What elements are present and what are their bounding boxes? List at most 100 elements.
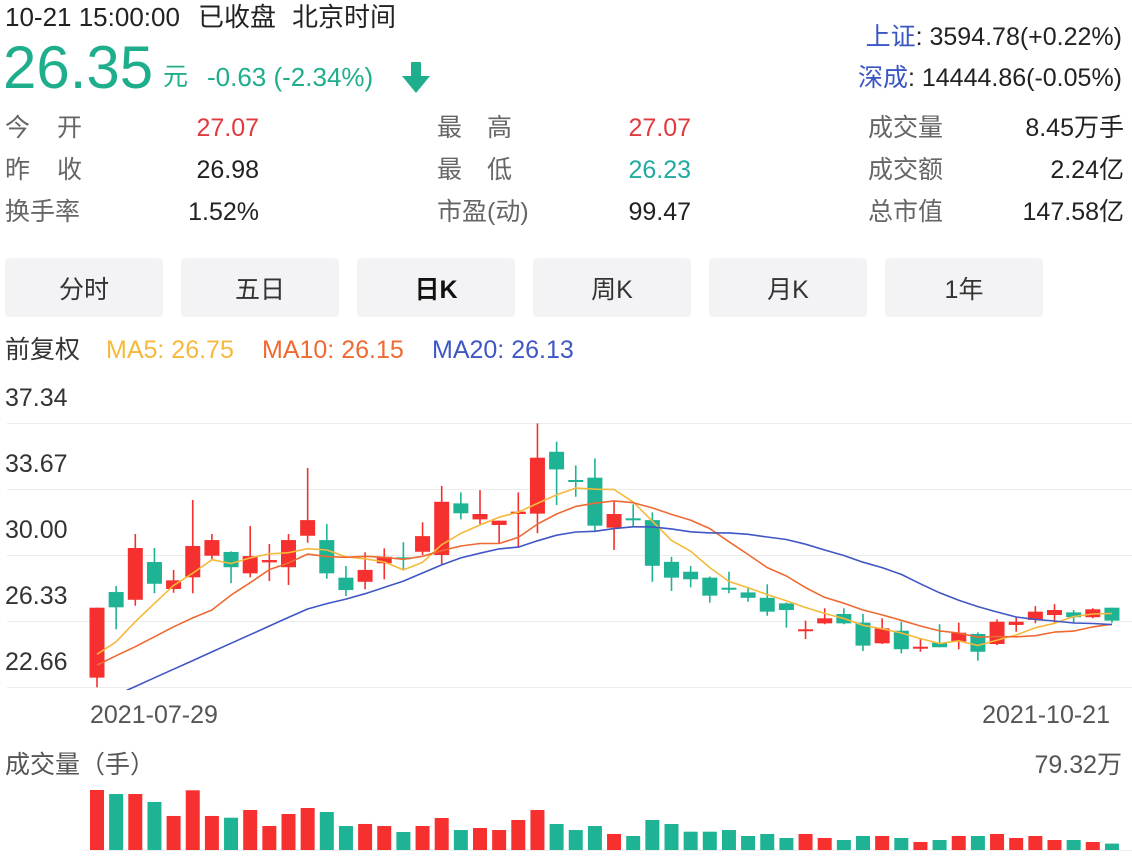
tab-five-day[interactable]: 五日 (181, 258, 339, 317)
market-status: 已收盘 (197, 2, 276, 32)
stat-low-value: 26.23 (628, 156, 691, 184)
volume-bar (607, 833, 622, 850)
candle (1027, 606, 1043, 624)
candle (376, 548, 392, 580)
index-shenzhen-link[interactable]: 深成 (857, 64, 908, 92)
volume-bar (626, 836, 641, 850)
tab-monthly-k[interactable]: 月K (709, 258, 867, 317)
moving-average-lines (96, 487, 1113, 690)
stat-open-value: 27.07 (196, 114, 259, 142)
candle (683, 565, 699, 588)
currency-unit: 元 (163, 63, 189, 91)
volume-bar (530, 809, 545, 850)
y-axis-label: 37.34 (5, 384, 68, 412)
volume-bar (683, 831, 698, 850)
volume-bar (434, 818, 449, 850)
volume-bar (587, 826, 602, 850)
volume-bar (779, 837, 794, 850)
quote-status-line: 10-21 15:00:00 已收盘 北京时间 (5, 2, 396, 32)
volume-max-label: 79.32万 (1034, 751, 1122, 779)
candle (951, 622, 967, 650)
stat-high-label: 最 高 (437, 114, 512, 142)
x-axis-end-date: 2021-10-21 (982, 701, 1110, 729)
candle (606, 501, 622, 550)
legend-ma10: MA10: 26.15 (262, 336, 404, 364)
candle (204, 533, 220, 561)
candle (587, 458, 603, 532)
arrow-down-icon (402, 62, 430, 93)
candle (893, 621, 909, 654)
candle (855, 613, 871, 652)
candle (108, 585, 124, 630)
volume-bar (549, 823, 564, 850)
y-axis-label: 30.00 (5, 516, 68, 544)
candle (798, 620, 814, 639)
volume-bar (262, 826, 277, 850)
candle (223, 551, 239, 584)
candle (281, 533, 296, 586)
volume-bar (702, 831, 717, 850)
volume-bar (932, 840, 947, 850)
y-axis-label: 22.66 (5, 648, 68, 676)
stat-turnover-amount-label: 成交额 (868, 156, 944, 184)
stat-pe-value: 99.47 (628, 198, 691, 226)
volume-bar (645, 819, 660, 850)
candle (491, 520, 507, 544)
volume-bar (185, 790, 200, 850)
candle (721, 571, 737, 594)
stat-turnover-rate-label: 换手率 (5, 198, 81, 226)
tab-one-year[interactable]: 1年 (885, 258, 1043, 317)
stat-prev-close-value: 26.98 (196, 156, 259, 184)
candle (185, 499, 201, 594)
candle (740, 587, 756, 602)
candle (644, 512, 660, 582)
candle (453, 492, 469, 520)
index-shanghai-link[interactable]: 上证 (865, 23, 916, 51)
volume-bar (1047, 840, 1062, 850)
volume-bar (798, 833, 813, 850)
quote-datetime: 10-21 15:00:00 (5, 2, 180, 32)
volume-bar (147, 801, 162, 850)
candle (817, 608, 833, 625)
volume-bar (721, 830, 736, 850)
index-shanghai: 上证: 3594.78(+0.22%) (866, 22, 1122, 52)
current-price: 26.35 (3, 34, 154, 101)
volume-bars (90, 790, 1119, 850)
volume-bar (951, 836, 966, 850)
stat-low-label: 最 低 (437, 156, 512, 184)
volume-bar (492, 830, 507, 850)
volume-bar (243, 809, 258, 850)
volume-bar (1028, 836, 1043, 850)
tab-weekly-k[interactable]: 周K (533, 258, 691, 317)
legend-ma20: MA20: 26.13 (432, 336, 574, 364)
price-change: -0.63 (-2.34%) (207, 62, 374, 92)
volume-bar (1085, 841, 1100, 850)
volume-bar (1104, 843, 1119, 850)
grid-lines (7, 423, 1132, 688)
candle (778, 602, 794, 628)
volume-bar (856, 836, 870, 850)
adjust-mode-label[interactable]: 前复权 (5, 336, 81, 364)
volume-bar (1009, 837, 1024, 850)
tab-intraday[interactable]: 分时 (5, 258, 163, 317)
candle (529, 423, 545, 534)
x-axis-start-date: 2021-07-29 (90, 701, 218, 729)
candle (836, 608, 852, 625)
volume-bar (338, 826, 353, 850)
volume-bar (741, 836, 756, 850)
volume-bar (894, 837, 909, 850)
index-shenzhen: 深成: 14444.86(-0.05%) (858, 63, 1122, 93)
stat-prev-close-label: 昨 收 (5, 156, 82, 184)
volume-bar (204, 815, 219, 850)
y-axis-label: 33.67 (5, 450, 68, 478)
stat-turnover-amount-value: 2.24亿 (1050, 156, 1124, 184)
tab-daily-k[interactable]: 日K (357, 258, 515, 317)
candle (664, 556, 679, 591)
candle (242, 526, 258, 578)
volume-bar (664, 823, 679, 850)
volume-bar (358, 823, 373, 850)
volume-bar (396, 831, 411, 850)
volume-title: 成交量（手） (5, 751, 156, 779)
volume-bar (817, 837, 832, 850)
